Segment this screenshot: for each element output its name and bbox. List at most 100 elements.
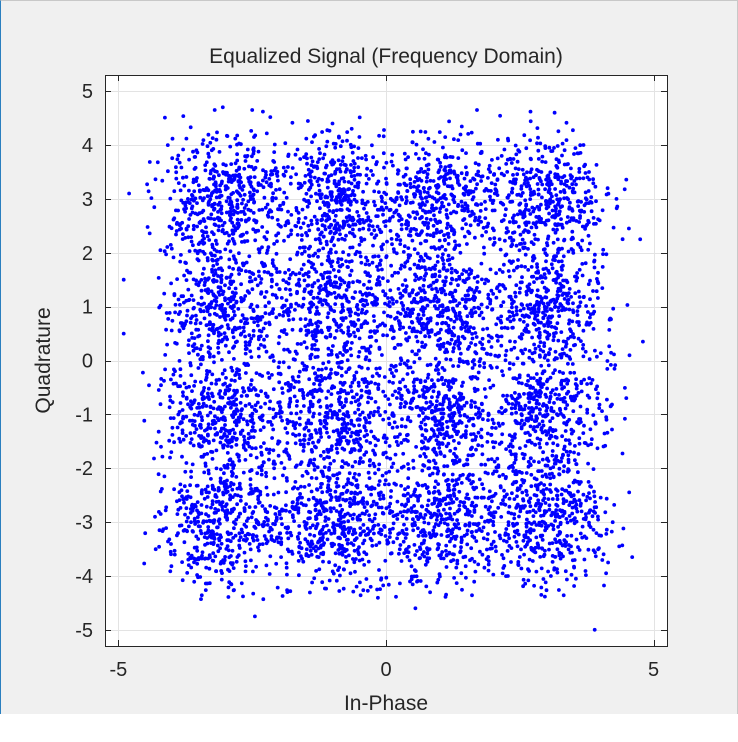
scatter-point [571, 128, 575, 133]
scatter-point [365, 258, 370, 263]
scatter-point [356, 318, 361, 322]
scatter-point [461, 191, 466, 196]
scatter-point [465, 314, 470, 319]
scatter-point [329, 367, 333, 372]
scatter-point [184, 136, 189, 141]
scatter-point [579, 480, 583, 484]
scatter-point [426, 548, 430, 553]
scatter-point [509, 560, 513, 564]
scatter-point [456, 522, 461, 526]
scatter-point [388, 501, 393, 506]
scatter-point [527, 355, 532, 360]
scatter-point [294, 411, 299, 416]
scatter-point [583, 261, 588, 266]
scatter-point [301, 221, 306, 226]
scatter-point [235, 152, 240, 157]
scatter-point [312, 214, 317, 219]
scatter-point [285, 547, 290, 552]
scatter-point [482, 565, 487, 570]
scatter-point [517, 290, 522, 295]
scatter-point [562, 174, 567, 178]
scatter-point [170, 156, 175, 161]
scatter-point [500, 270, 505, 274]
scatter-point [395, 396, 399, 400]
scatter-point [358, 533, 363, 537]
scatter-point [352, 144, 356, 149]
scatter-point [354, 584, 359, 589]
scatter-point [265, 251, 269, 255]
scatter-point [245, 147, 250, 152]
scatter-point [249, 129, 254, 133]
scatter-point [473, 310, 478, 315]
scatter-point [336, 158, 341, 163]
scatter-point [249, 279, 254, 284]
scatter-point [439, 327, 443, 332]
scatter-point [516, 380, 521, 385]
scatter-point [435, 434, 440, 439]
scatter-point [481, 536, 486, 541]
scatter-point [238, 535, 243, 539]
scatter-point [559, 179, 563, 184]
scatter-point [356, 354, 361, 359]
scatter-point [404, 226, 409, 231]
scatter-point [539, 469, 544, 473]
scatter-point [487, 163, 492, 168]
scatter-point [231, 566, 236, 570]
scatter-point [304, 136, 309, 141]
scatter-point [481, 225, 486, 230]
scatter-point [244, 269, 248, 274]
scatter-point [354, 478, 359, 483]
scatter-point [271, 407, 276, 412]
scatter-point [438, 160, 442, 165]
scatter-point [557, 466, 562, 471]
scatter-point [548, 375, 553, 380]
scatter-point [320, 490, 325, 495]
scatter-point [202, 496, 207, 501]
scatter-point [255, 304, 260, 309]
scatter-point [271, 359, 276, 363]
scatter-point [435, 289, 440, 294]
scatter-point [332, 531, 337, 535]
scatter-point [536, 148, 541, 153]
scatter-point [387, 535, 392, 539]
scatter-point [397, 386, 401, 391]
scatter-point [296, 281, 301, 286]
scatter-point [501, 556, 506, 561]
scatter-point [296, 537, 301, 541]
scatter-point [350, 380, 355, 385]
scatter-point [314, 305, 319, 310]
scatter-point [544, 433, 549, 437]
scatter-point [314, 476, 319, 481]
scatter-point [266, 210, 271, 215]
scatter-point [347, 259, 352, 264]
scatter-point [255, 189, 260, 194]
scatter-point [238, 432, 243, 436]
scatter-point [424, 400, 429, 405]
scatter-point [213, 163, 218, 168]
scatter-point [190, 336, 195, 340]
scatter-point [318, 453, 323, 458]
scatter-point [373, 381, 378, 386]
scatter-point [386, 397, 391, 401]
scatter-point [434, 518, 439, 522]
scatter-point [355, 483, 360, 487]
scatter-point [245, 419, 249, 424]
scatter-point [213, 268, 218, 273]
scatter-point [398, 182, 402, 187]
scatter-point [342, 345, 347, 350]
scatter-point [328, 506, 333, 511]
scatter-point [172, 293, 177, 298]
scatter-point [184, 519, 189, 524]
scatter-point [205, 413, 210, 418]
scatter-point [169, 552, 173, 557]
scatter-point [595, 277, 599, 281]
scatter-point [497, 474, 502, 479]
scatter-point [341, 155, 346, 160]
scatter-point [349, 389, 354, 394]
scatter-point [503, 353, 508, 358]
scatter-point [268, 399, 272, 404]
scatter-point [578, 404, 583, 409]
scatter-point [352, 330, 356, 335]
scatter-point [224, 163, 228, 168]
scatter-point [277, 335, 282, 339]
